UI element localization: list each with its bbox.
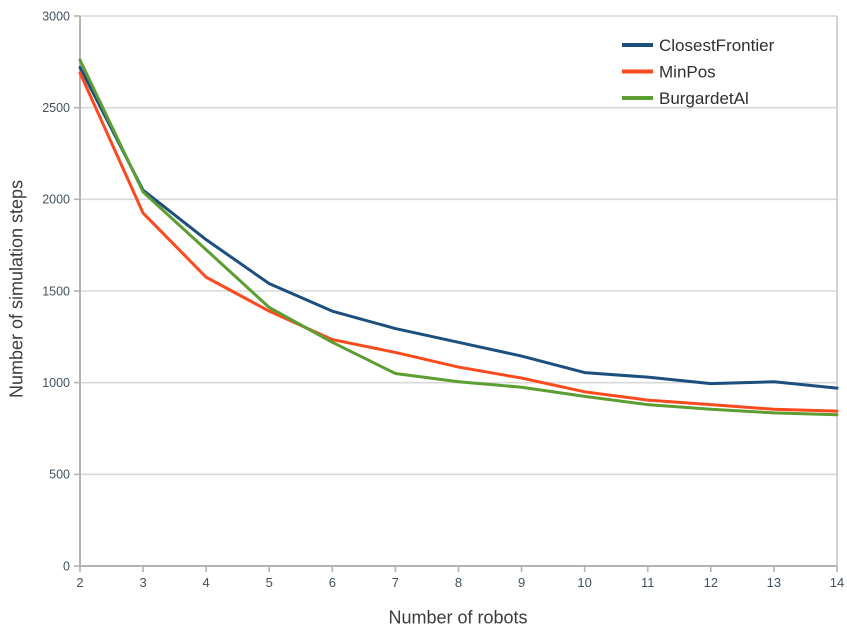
x-tick-label: 4 [203,575,210,590]
y-tick-label: 2500 [42,101,70,115]
x-tick-label: 13 [767,575,781,590]
x-tick-label: 11 [641,575,655,590]
y-axis-title: Number of simulation steps [6,179,27,399]
x-tick-label: 6 [329,575,336,590]
legend-label-ClosestFrontier: ClosestFrontier [659,36,775,55]
x-tick-label: 7 [392,575,399,590]
x-tick-label: 9 [518,575,525,590]
series-line-ClosestFrontier [78,65,839,390]
y-tick-label: 1500 [42,284,70,298]
y-tick-label: 1000 [42,376,70,390]
x-axis-title: Number of robots [388,607,528,628]
y-tick-label: 3000 [42,9,70,23]
series-line-MinPos [78,71,839,413]
legend-label-BurgardetAl: BurgardetAl [659,89,749,108]
x-tick-label: 2 [76,575,83,590]
series-line-BurgardetAl [78,58,839,417]
x-tick-label: 8 [455,575,462,590]
y-tick-label: 500 [49,468,70,482]
x-tick-label: 12 [704,575,718,590]
x-tick-label: 10 [577,575,591,590]
x-tick-label: 14 [830,575,844,590]
x-tick-label: 5 [266,575,273,590]
y-tick-label: 0 [63,559,70,573]
y-tick-label: 2000 [42,193,70,207]
x-tick-label: 3 [139,575,146,590]
legend-label-MinPos: MinPos [659,62,716,81]
